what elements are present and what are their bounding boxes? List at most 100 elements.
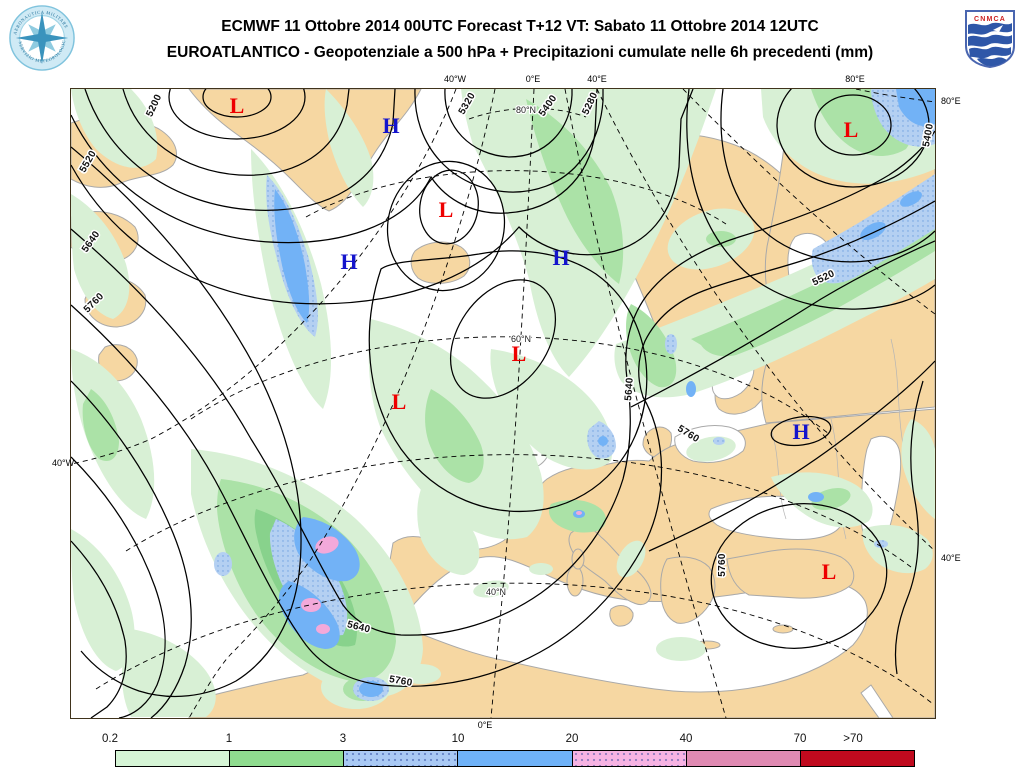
low-center-marker-3: L (439, 197, 454, 222)
frame-label-top-0: 40°W (443, 74, 467, 84)
land-iceland (410, 241, 471, 284)
logo-wave-2 (968, 34, 1012, 47)
meridian-20e (564, 89, 727, 718)
contour-low-ne-1 (814, 94, 892, 156)
precip-left-4 (71, 529, 135, 671)
contour-low-iceland-2 (386, 160, 506, 292)
precip-mid-scandinavia (706, 231, 736, 247)
high-center-marker-4: H (340, 249, 357, 274)
contour-low-iceland-1 (419, 169, 479, 245)
precip-mid-norwegian (526, 99, 624, 284)
legend-segment-10-20 (457, 751, 572, 766)
contour-low-ne-3 (720, 89, 935, 263)
cnmca-logo-text: CNMCA (974, 16, 1006, 23)
legend-tick-1: 1 (225, 733, 233, 745)
precip-pink-portugal-1 (301, 598, 321, 612)
contour-5520-atlantic (71, 146, 302, 698)
contour-atlantic-sw-1 (71, 380, 192, 718)
legend-tick-0: 0.2 (102, 733, 118, 745)
contour-saddle-1 (71, 89, 598, 244)
land-sicily (609, 605, 634, 627)
legend-segment-3-10 (343, 751, 458, 766)
parallel-50n (125, 454, 912, 568)
pressure-center-markers: L H L L H H L L H L (230, 93, 859, 584)
high-center-marker-1: H (382, 113, 399, 138)
precip-south-greece (656, 637, 706, 661)
precip-adriatic (616, 540, 646, 578)
contour-label-4: 5400 (921, 123, 935, 148)
contour-low-north-sea (449, 279, 557, 399)
contour-right-edge (894, 380, 924, 675)
frame-label-top-1: 0°E (525, 74, 541, 84)
low-center-marker-2: L (844, 117, 859, 142)
legend-tick-3: 10 (451, 733, 465, 745)
contour-5520-russia (630, 240, 935, 408)
meridian-40e (596, 89, 935, 552)
contour-low-nw-4 (84, 89, 396, 211)
legend-tick-7: >70 (843, 733, 863, 745)
precip-north-sea (490, 349, 613, 470)
precip-spain-1 (473, 580, 509, 598)
legend-segment-40-70 (685, 751, 800, 766)
aeronautica-militare-logo: AERONAUTICA MILITARE SERVIZIO METEOROLOG… (8, 4, 75, 71)
geopotential-contours (71, 89, 935, 718)
frame-label-top-3: 80°E (845, 74, 865, 84)
contour-low-nw-2 (168, 89, 306, 140)
precip-blue-denmark-strait (274, 189, 310, 323)
high-center-marker-8: H (792, 419, 809, 444)
page-subtitle: EUROATLANTICO - Geopotenziale a 500 hPa … (166, 44, 874, 61)
contour-label-13: 5760 (717, 553, 728, 577)
legend-tick-6: 70 (793, 733, 807, 745)
precip-scotland (516, 395, 536, 423)
precip-mid-west-uk (425, 389, 484, 483)
frame-label-right-0: 80°E (941, 96, 961, 106)
land-cyprus (772, 624, 794, 634)
contour-5760-long (71, 200, 935, 687)
graticule-label-0: 80°N (516, 105, 536, 115)
legend-tick-4: 20 (565, 733, 579, 745)
land-balkans-greece (660, 556, 716, 624)
contour-5640-long (71, 130, 935, 636)
contour-low-nw-3 (122, 89, 350, 176)
meridian-80e (855, 89, 935, 103)
compass-rose-icon (15, 11, 69, 65)
precip-legend: 0.2 1 3 10 20 40 70 >70 (0, 733, 1024, 768)
precip-blue-north-sea (598, 436, 608, 446)
graticule-labels: 80°N 60°N 40°N (485, 104, 538, 599)
meridian-20w (188, 89, 496, 718)
legend-segment-1-3 (229, 751, 344, 766)
contour-low-ne-4 (686, 89, 935, 310)
low-center-marker-6: L (512, 341, 527, 366)
precip-pink-portugal-2 (316, 624, 330, 634)
precip-caucasus-2 (862, 524, 933, 574)
low-center-marker-9: L (822, 559, 837, 584)
title-block: ECMWF 11 Ottobre 2014 00UTC Forecast T+1… (90, 14, 950, 66)
high-center-marker-5: H (552, 245, 569, 270)
meridian-40w (71, 89, 457, 465)
contour-high-volga (770, 415, 832, 447)
logo-wave-1 (968, 22, 1012, 35)
red-sea (860, 684, 894, 718)
precip-gibraltar (401, 664, 441, 684)
contour-label-9: 5640 (623, 377, 636, 401)
precip-ireland (493, 435, 509, 447)
frame-label-top-2: 40°E (587, 74, 607, 84)
precip-bluedot-norway (665, 334, 677, 354)
contour-low-ne-2 (776, 89, 930, 188)
header: AERONAUTICA MILITARE SERVIZIO METEOROLOG… (0, 0, 1024, 84)
contour-saddle-2 (71, 89, 694, 305)
contour-trough-svalbard-1 (444, 89, 573, 158)
contour-atlantic-sw-2 (71, 456, 166, 718)
legend-segment-20-40 (571, 751, 686, 766)
precip-mid-left (82, 389, 119, 461)
precip-mid-east-europe (691, 217, 935, 357)
precip-bluedot-iberia (269, 519, 348, 636)
low-center-marker-7: L (392, 389, 407, 414)
contour-russia-south (648, 360, 935, 552)
logo-jet-icon (993, 25, 1003, 32)
precip-spain-2 (529, 563, 553, 575)
frame-label-right-1: 40°E (941, 553, 961, 563)
cnmca-logo: CNMCA (965, 10, 1015, 68)
graticule (71, 89, 935, 718)
